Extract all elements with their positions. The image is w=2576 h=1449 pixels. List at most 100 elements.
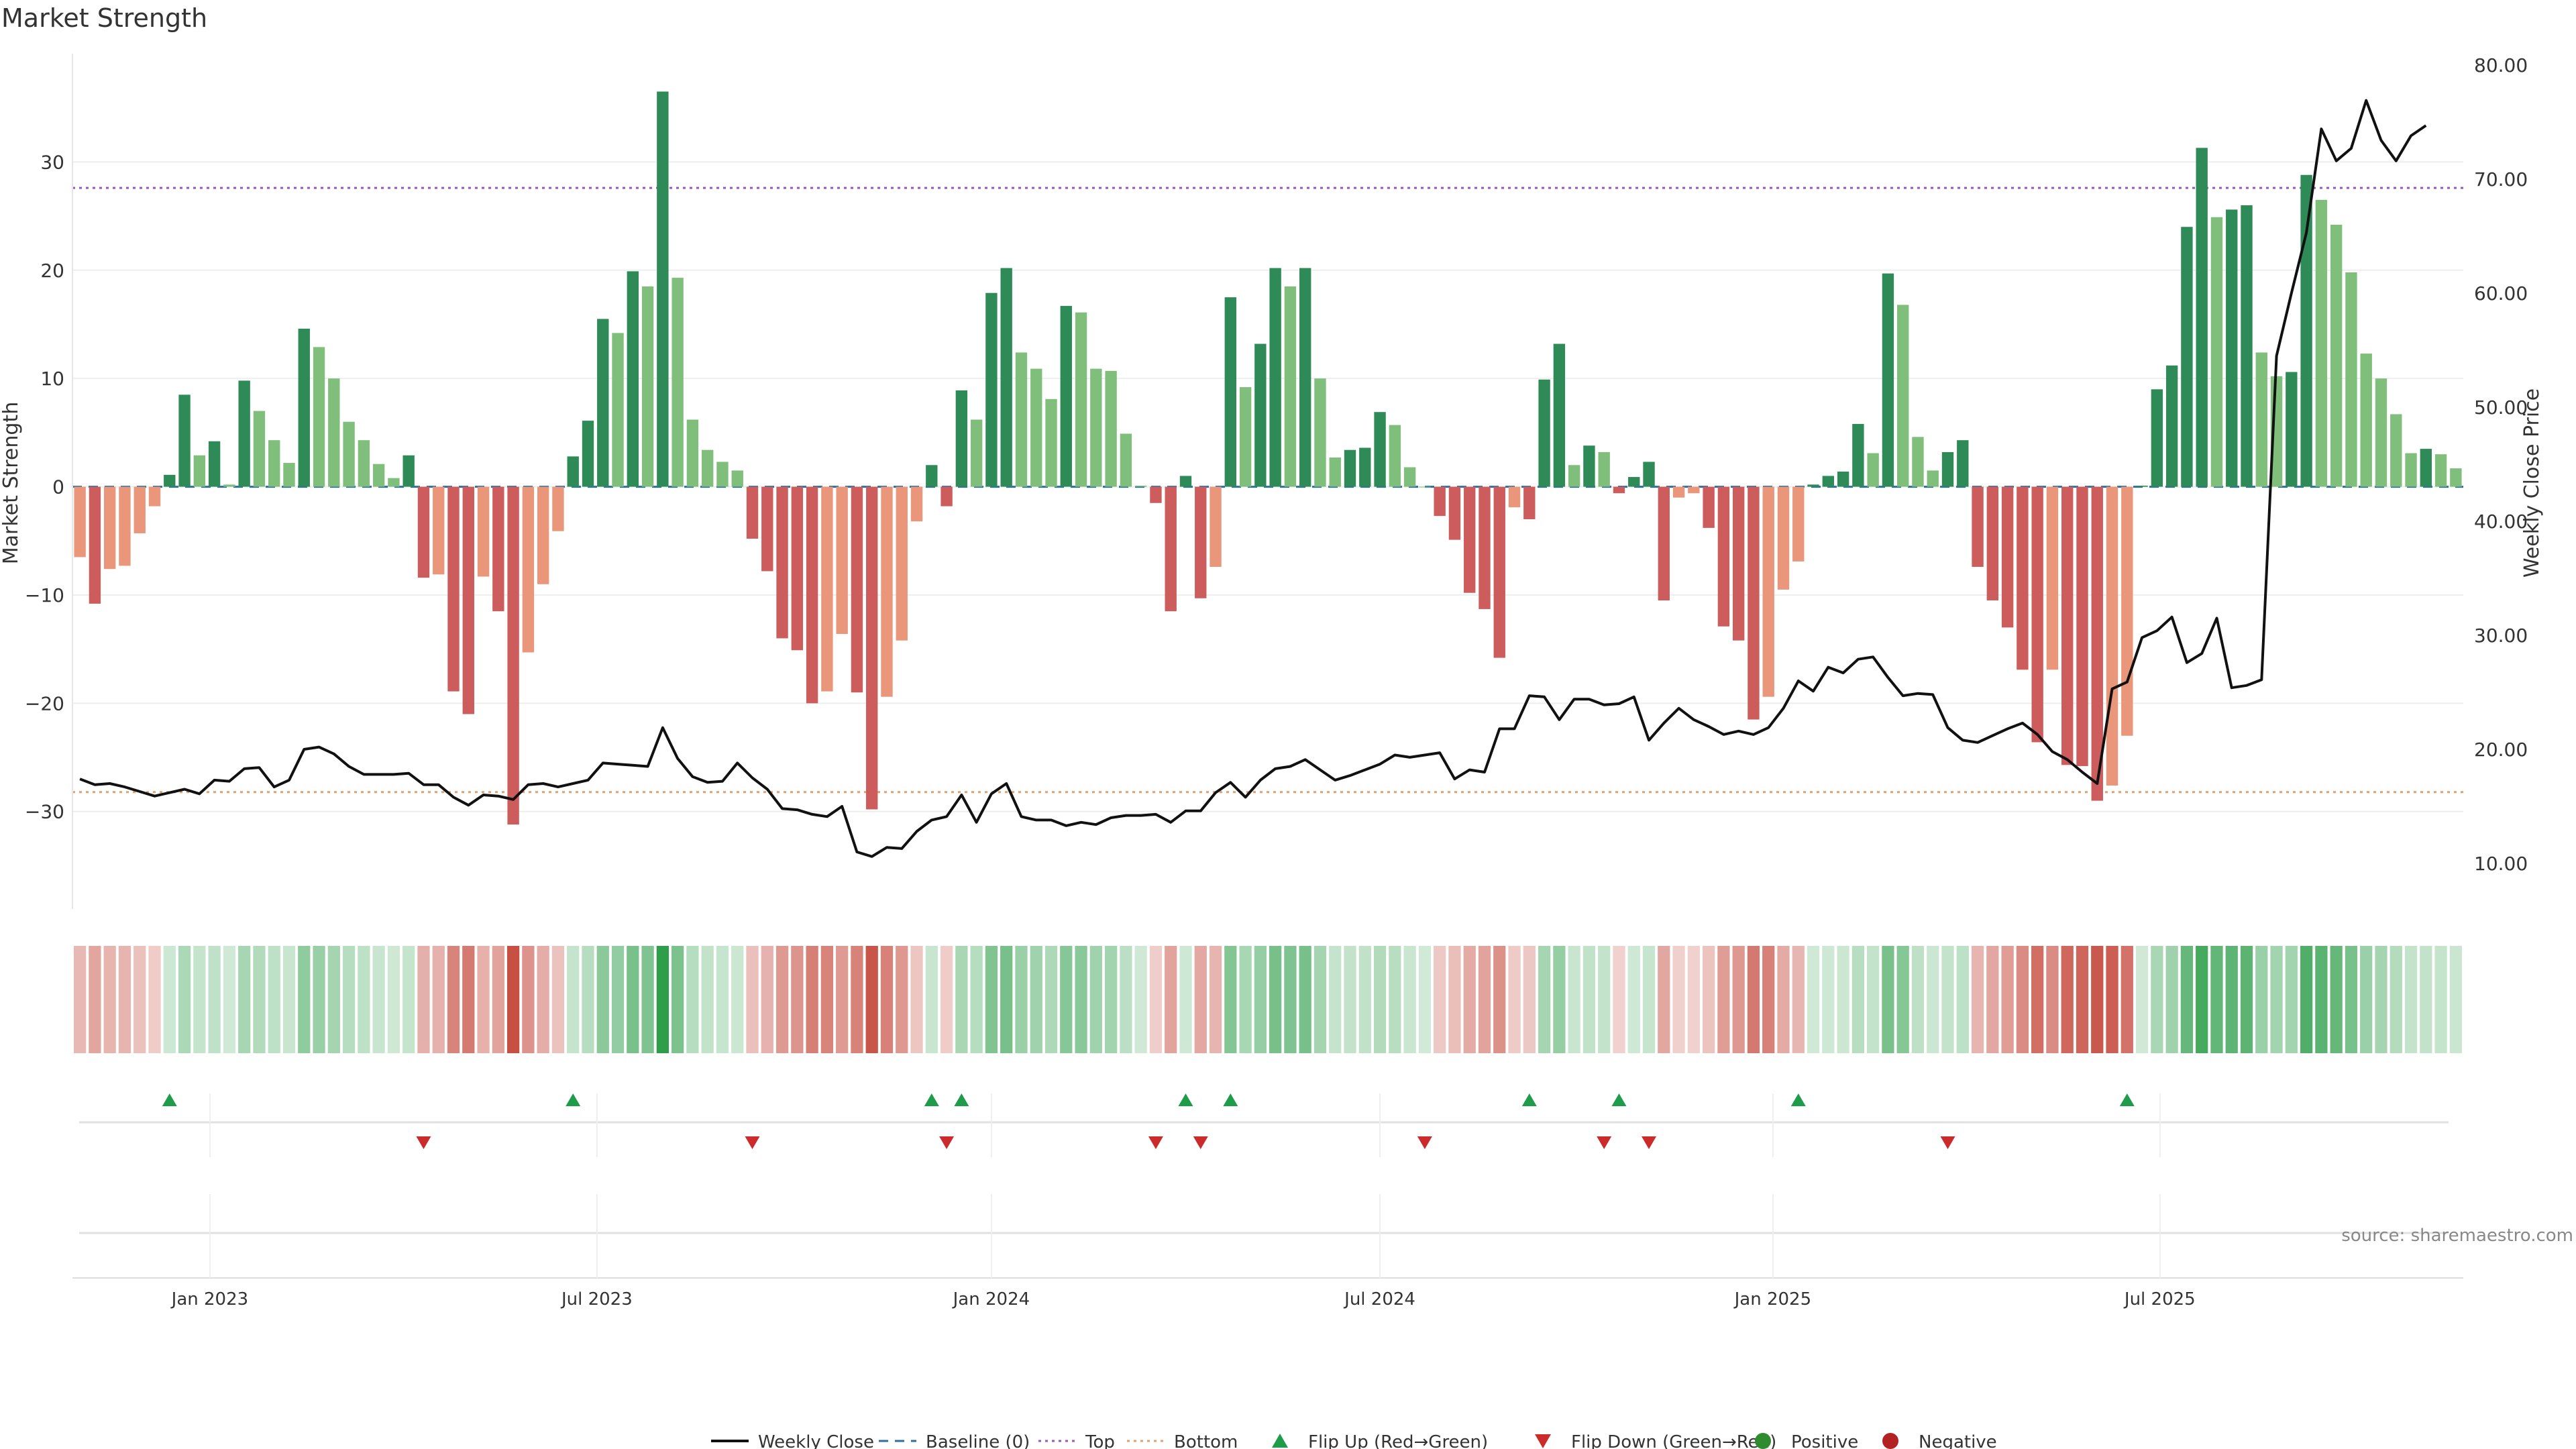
heat-cell bbox=[820, 946, 834, 1053]
heat-cell bbox=[1927, 946, 1939, 1053]
heat-cell bbox=[208, 946, 221, 1053]
x-tick-label: Jul 2023 bbox=[560, 1289, 633, 1309]
heat-cell bbox=[701, 946, 714, 1053]
strength-bar bbox=[2255, 352, 2267, 487]
strength-bar bbox=[672, 278, 684, 487]
strength-bar bbox=[2017, 486, 2029, 670]
flip-up-marker bbox=[1223, 1093, 1238, 1106]
heat-cell bbox=[74, 946, 87, 1053]
right-tick-label: 80.00 bbox=[2474, 54, 2528, 76]
heat-cell bbox=[1762, 946, 1775, 1053]
heat-cell bbox=[253, 946, 266, 1053]
heat-cell bbox=[238, 946, 251, 1053]
heat-cell bbox=[2061, 946, 2074, 1053]
right-tick-label: 30.00 bbox=[2474, 625, 2528, 647]
heat-cell bbox=[1523, 946, 1536, 1053]
right-tick-label: 70.00 bbox=[2474, 168, 2528, 191]
heat-cell bbox=[1344, 946, 1356, 1053]
heat-cell bbox=[1553, 946, 1566, 1053]
strength-bar bbox=[866, 486, 878, 810]
heat-cell bbox=[851, 946, 863, 1053]
strength-bar bbox=[1464, 486, 1476, 593]
strength-bar bbox=[119, 486, 131, 566]
heat-cell bbox=[2330, 946, 2343, 1053]
strength-bar bbox=[2136, 485, 2148, 487]
heat-cell bbox=[1134, 946, 1147, 1053]
heat-cell bbox=[1882, 946, 1894, 1053]
flip-down-marker bbox=[1193, 1136, 1208, 1149]
heat-cell bbox=[1807, 946, 1820, 1053]
flip-up-marker bbox=[954, 1093, 969, 1106]
heat-cell bbox=[1896, 946, 1909, 1053]
heat-cell bbox=[1508, 946, 1521, 1053]
heat-cell bbox=[462, 946, 475, 1053]
legend-label: Baseline (0) bbox=[926, 1432, 1030, 1449]
legend-swatch-flip-down bbox=[1535, 1434, 1551, 1448]
heat-cell bbox=[1358, 946, 1371, 1053]
strength-bar bbox=[2031, 486, 2043, 743]
strength-bar bbox=[2001, 486, 2014, 628]
strength-bar bbox=[1717, 486, 1730, 627]
strength-bar bbox=[164, 474, 176, 487]
heat-cell bbox=[641, 946, 654, 1053]
heat-cell bbox=[1120, 946, 1132, 1053]
heat-cell bbox=[1254, 946, 1267, 1053]
strength-bar bbox=[1957, 440, 1969, 487]
strength-bar bbox=[1658, 486, 1670, 601]
strength-bar bbox=[313, 347, 325, 487]
strength-bar bbox=[2196, 148, 2208, 487]
legend-swatch-circle bbox=[1882, 1433, 1898, 1449]
strength-bar bbox=[2076, 486, 2088, 766]
strength-bar bbox=[178, 394, 191, 487]
strength-bar bbox=[1120, 433, 1132, 487]
strength-bar bbox=[702, 449, 714, 487]
strength-bar bbox=[268, 440, 280, 487]
heat-cell bbox=[1658, 946, 1670, 1053]
heat-cell bbox=[1299, 946, 1311, 1053]
strength-bar bbox=[193, 455, 206, 487]
heat-cell bbox=[836, 946, 849, 1053]
heat-cell bbox=[223, 946, 236, 1053]
strength-bar bbox=[1882, 273, 1894, 487]
strength-bar bbox=[433, 486, 445, 575]
strength-bar bbox=[851, 486, 863, 693]
heat-cell bbox=[1986, 946, 1999, 1053]
strength-bar bbox=[2434, 454, 2447, 487]
strength-bar bbox=[1807, 484, 1819, 487]
strength-bar bbox=[1583, 445, 1595, 487]
strength-bar bbox=[2300, 174, 2312, 487]
legend: Weekly Close Baseline (0) Top Bottom Flip Up… bbox=[711, 1432, 1997, 1449]
heat-cell bbox=[806, 946, 818, 1053]
heat-cell bbox=[1418, 946, 1432, 1053]
heat-cell bbox=[282, 946, 296, 1053]
strength-bar bbox=[657, 91, 669, 487]
right-tick-label: 40.00 bbox=[2474, 511, 2528, 533]
strength-bar bbox=[1792, 486, 1805, 561]
strength-bar bbox=[2121, 486, 2133, 736]
strength-bar bbox=[477, 486, 490, 577]
heat-cell bbox=[970, 946, 983, 1053]
strength-bar bbox=[2330, 225, 2343, 487]
strength-bar bbox=[1852, 423, 1864, 487]
flip-up-marker bbox=[1521, 1093, 1537, 1106]
strength-bar bbox=[1224, 297, 1236, 487]
strength-bar bbox=[2375, 378, 2387, 487]
strength-bar bbox=[133, 486, 146, 533]
flip-down-marker bbox=[1417, 1136, 1432, 1149]
strength-bar bbox=[1000, 268, 1012, 487]
strength-bar bbox=[1538, 379, 1550, 487]
strength-bar bbox=[1389, 425, 1401, 487]
strength-bar bbox=[2286, 372, 2298, 487]
strength-bar bbox=[761, 486, 773, 572]
heat-cell bbox=[2016, 946, 2029, 1053]
strength-bar bbox=[731, 470, 743, 487]
heat-cell bbox=[2404, 946, 2418, 1053]
heat-cell bbox=[1284, 946, 1297, 1053]
strength-bar bbox=[970, 419, 983, 487]
heat-cell bbox=[656, 946, 669, 1053]
heat-cell bbox=[1434, 946, 1446, 1053]
heat-cell bbox=[372, 946, 385, 1053]
heat-cell bbox=[2315, 946, 2328, 1053]
legend-swatch-flip-up bbox=[1272, 1434, 1288, 1448]
flip-up-marker bbox=[2119, 1093, 2135, 1106]
